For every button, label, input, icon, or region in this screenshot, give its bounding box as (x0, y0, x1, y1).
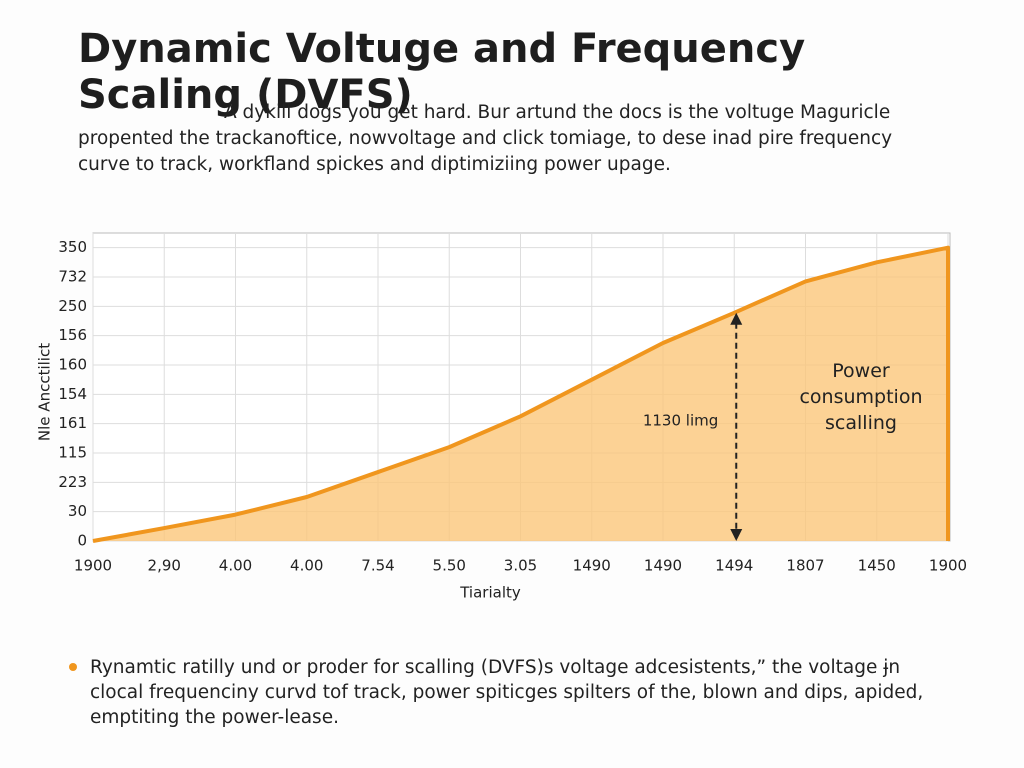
y-tick-label: 350 (58, 238, 87, 256)
y-tick-label: 154 (58, 385, 87, 403)
subtitle: A dykill dogs you get hard. Bur artund t… (78, 102, 893, 175)
x-tick-label: 2,90 (148, 557, 181, 575)
x-axis-label: Tiarialty (459, 584, 521, 602)
y-tick-label: 732 (58, 268, 87, 286)
arrow-head (730, 312, 743, 325)
y-tick-label: 30 (68, 502, 87, 520)
y-tick-label: 161 (58, 414, 87, 432)
note: Rynamtic ratilly und or proder for scall… (90, 657, 924, 728)
x-tick-label: 1807 (786, 557, 824, 575)
x-tick-label: 5.50 (433, 557, 466, 575)
bullet (69, 663, 77, 671)
x-tick-label: 1900 (74, 557, 112, 575)
y-tick-label: 160 (58, 356, 87, 374)
y-tick-label: 115 (58, 444, 87, 462)
x-tick-label: 1494 (715, 557, 753, 575)
arrow-head (730, 529, 743, 541)
line (92, 245, 950, 543)
x-tick-label: 1490 (644, 557, 682, 575)
x-tick-label: 3.05 (504, 557, 537, 575)
y-tick-label: 250 (58, 297, 87, 315)
chart-title: Dynamic Voltuge and Frequency Scaling (D… (78, 26, 806, 118)
annotation: Power consumption scalling (799, 360, 923, 434)
x-tick-label: 1900 (929, 557, 967, 575)
x-tick-label: 1490 (573, 557, 611, 575)
x-tick-label: 4.00 (219, 557, 252, 575)
x-tick-label: 1450 (858, 557, 896, 575)
y-tick-label: 156 (58, 326, 87, 344)
x-tick-label: 4.00 (290, 557, 323, 575)
y-axis-label: Nle Ancctilict (36, 343, 54, 441)
y-tick-label: 223 (58, 473, 87, 491)
x-tick-label: 7.54 (361, 557, 394, 575)
annotation: 1130 limg (643, 412, 718, 430)
y-tick-label: 0 (77, 532, 87, 550)
